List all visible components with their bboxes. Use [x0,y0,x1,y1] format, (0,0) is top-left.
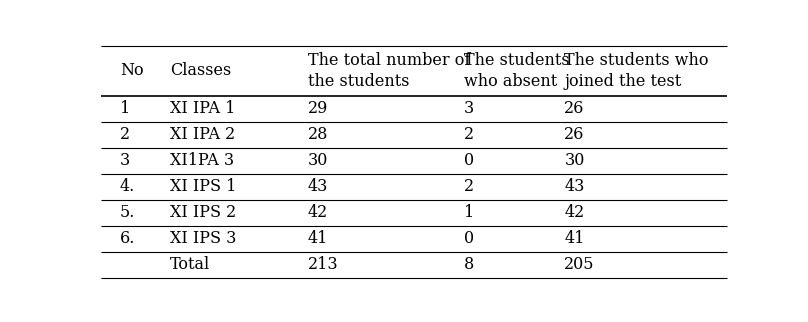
Text: 30: 30 [308,152,328,169]
Text: Classes: Classes [170,62,231,79]
Text: XI IPA 1: XI IPA 1 [170,100,235,117]
Text: 42: 42 [308,204,328,221]
Text: No: No [120,62,143,79]
Text: 41: 41 [564,230,585,247]
Text: XI IPS 2: XI IPS 2 [170,204,236,221]
Text: 30: 30 [564,152,585,169]
Text: 43: 43 [308,178,328,195]
Text: 1: 1 [464,204,474,221]
Text: The students
who absent: The students who absent [464,52,570,90]
Text: Total: Total [170,256,210,273]
Text: 26: 26 [564,100,585,117]
Text: 43: 43 [564,178,585,195]
Text: The total number of
the students: The total number of the students [308,52,470,90]
Text: 205: 205 [564,256,595,273]
Text: 8: 8 [464,256,474,273]
Text: 5.: 5. [120,204,135,221]
Text: 42: 42 [564,204,585,221]
Text: XI1PA 3: XI1PA 3 [170,152,234,169]
Text: XI IPS 3: XI IPS 3 [170,230,236,247]
Text: 213: 213 [308,256,339,273]
Text: 0: 0 [464,152,474,169]
Text: XI IPS 1: XI IPS 1 [170,178,236,195]
Text: 0: 0 [464,230,474,247]
Text: 2: 2 [464,126,474,143]
Text: 41: 41 [308,230,328,247]
Text: 26: 26 [564,126,585,143]
Text: 2: 2 [120,126,130,143]
Text: 3: 3 [120,152,130,169]
Text: 6.: 6. [120,230,135,247]
Text: XI IPA 2: XI IPA 2 [170,126,235,143]
Text: The students who
joined the test: The students who joined the test [564,52,709,90]
Text: 29: 29 [308,100,328,117]
Text: 1: 1 [120,100,130,117]
Text: 2: 2 [464,178,474,195]
Text: 28: 28 [308,126,328,143]
Text: 3: 3 [464,100,474,117]
Text: 4.: 4. [120,178,135,195]
